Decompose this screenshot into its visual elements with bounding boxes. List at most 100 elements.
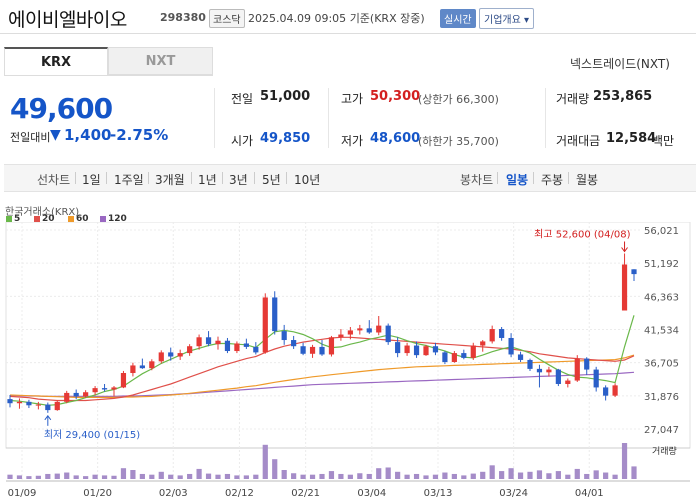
company-overview-button[interactable]: 기업개요 ▾ [479,8,534,29]
divider [286,172,287,184]
nextrade-link[interactable]: 넥스트레이드(NXT) [570,57,670,71]
divider [148,172,149,184]
candle-body [309,346,316,354]
market-badge: 코스닥 [209,9,245,28]
y-tick-label: 41,534 [644,326,679,337]
y-tick-label: 36,705 [644,359,679,370]
legend-ma60: 60 [76,214,89,224]
candle-body [489,329,495,342]
candle-body [262,297,268,353]
period-3m[interactable]: 3개월 [155,173,185,187]
divider [75,172,76,184]
candle-weekly[interactable]: 주봉 [541,173,564,187]
candle-body [527,359,533,369]
candle-daily[interactable]: 일봉 [506,173,529,187]
realtime-badge[interactable]: 실시간 [440,9,476,28]
stock-code: 298380 [160,11,206,24]
candle-body [536,368,543,373]
volume-bar [253,474,259,479]
max-arrow-head [621,247,628,253]
legend-swatch-ma20 [34,216,40,222]
candle-body [328,337,335,355]
candle-body [73,392,79,397]
volume-value: 253,865 [593,89,653,104]
divider [545,88,546,148]
period-10y[interactable]: 10년 [294,173,321,187]
candle-body [413,345,420,356]
volume-bar [555,471,561,479]
period-3y[interactable]: 3년 [229,173,248,187]
quote-datetime: 2025.04.09 09:05 기준(KRX 장중) [248,12,425,25]
amount-label: 거래대금 [556,134,601,148]
divider [214,88,215,148]
candle-body [451,353,457,363]
period-toolbar [4,164,696,192]
candle-body [120,373,127,388]
period-1d[interactable]: 1일 [82,173,101,187]
tab-nxt[interactable]: NXT [108,47,213,75]
legend-ma20: 20 [42,214,55,224]
x-tick-label: 03/24 [499,488,528,499]
chart-source-label: 한국거래소(KRX) [5,207,80,218]
volume-bar [574,468,580,479]
candle-body [508,337,514,355]
candle-body [291,340,297,347]
y-tick-label: 31,876 [644,392,679,403]
volume-bar [101,475,108,479]
volume-bar [7,474,13,479]
volume-bar [291,473,297,479]
candle-body [130,365,136,374]
candle-body [16,401,23,404]
candle-body [187,346,193,354]
ma120-line [10,371,635,397]
volume-bar [177,475,183,479]
prev-close-value: 51,000 [260,89,311,104]
candle-body [470,345,476,358]
candle-body [442,352,448,363]
candle-body [621,264,628,311]
candle-body [272,297,278,332]
period-1y[interactable]: 1년 [198,173,217,187]
max-annotation: 최고 52,600 (04/08) [534,228,630,240]
candle-body [376,325,382,333]
volume-bar [205,473,212,479]
change-value: 1,400 [64,126,112,144]
candle-body [54,401,60,411]
candle-body [593,369,599,388]
volume-bar [319,473,325,479]
divider [497,172,498,184]
volume-bar [168,474,174,479]
candle-body [234,343,240,352]
high-value: 50,300 [370,89,421,104]
period-1w[interactable]: 1주일 [114,173,144,187]
volume-bar [480,471,486,479]
volume-bar [83,476,89,479]
volume-bar [442,472,448,479]
volume-bar [489,465,495,479]
volume-bar [26,476,32,479]
candle-body [177,353,183,357]
y-tick-label: 46,363 [644,292,679,303]
volume-bar [376,468,382,479]
candle-body [461,353,467,358]
volume-bar [347,474,353,479]
candle-body [83,392,89,397]
candle-chart-label: 봉차트 [460,173,494,187]
period-5y[interactable]: 5년 [262,173,281,187]
tab-baseline [4,75,213,76]
volume-bar [300,474,306,479]
candle-body [404,345,410,354]
candlestick-chart[interactable]: 56,021 51,192 46,363 41,534 36,705 31,876 27,0… [0,222,696,504]
volume-bar [621,443,628,479]
tab-krx[interactable]: KRX [4,47,108,75]
min-annotation: 최저 29,400 (01/15) [44,429,140,441]
x-tick-label: 02/12 [225,488,254,499]
candle-body [243,343,249,347]
divider [328,88,329,148]
volume-bar [404,474,410,479]
candle-body [546,369,552,373]
candle-body [101,388,108,390]
volume-bar [281,470,287,479]
volume-bar [423,475,429,479]
candle-monthly[interactable]: 월봉 [576,173,599,187]
